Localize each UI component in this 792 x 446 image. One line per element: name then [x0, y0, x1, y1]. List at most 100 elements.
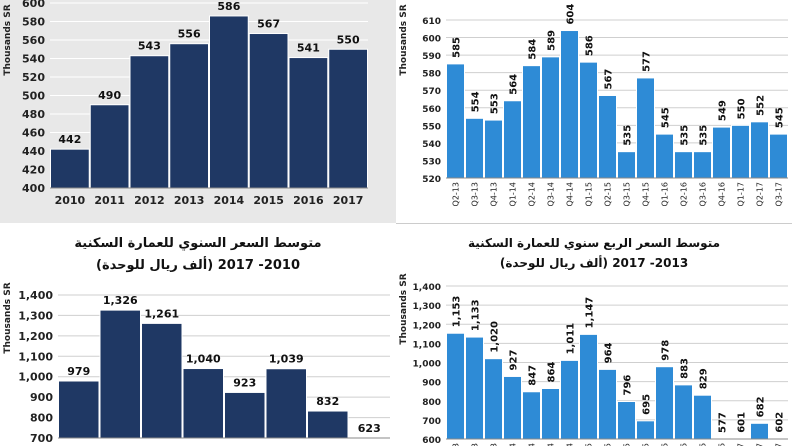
chart-annual-building: 700 800 900 1,000 1,100 1,200 1,300 1,400 Thousa…: [3, 282, 390, 446]
chart-title: متوسط السعر السنوي للعمارة السكنية: [74, 236, 322, 251]
y-tick-label: 580: [22, 16, 45, 29]
x-tick-label: Q3-17: [775, 443, 784, 446]
x-tick-label: Q4-14: [566, 182, 575, 206]
bar: [674, 151, 693, 179]
bar: [617, 151, 636, 179]
y-tick-label: 420: [22, 164, 45, 177]
x-tick-label: Q1-17: [737, 182, 746, 206]
y-tick-label: 700: [422, 417, 441, 427]
y-tick-label: 530: [422, 157, 441, 167]
x-tick-label: 2011: [94, 194, 125, 207]
bar: [522, 65, 541, 179]
data-label: 1,261: [144, 307, 179, 320]
bar: [541, 56, 560, 179]
data-label: 556: [178, 28, 201, 41]
y-tick-label: 800: [422, 398, 441, 408]
x-tick-label: 2015: [271, 444, 302, 446]
data-label: 535: [623, 125, 634, 146]
x-tick-label: 2011: [105, 444, 136, 446]
x-tick-label: 2016: [312, 444, 343, 446]
data-label: 1,133: [471, 299, 482, 331]
bar: [307, 410, 349, 439]
bar: [484, 358, 503, 440]
x-tick-label: Q1-14: [509, 443, 518, 446]
x-tick-label: Q3-13: [471, 182, 480, 206]
x-tick-label: Q3-13: [471, 443, 480, 446]
y-tick-label: 610: [422, 17, 441, 27]
y-tick-label: 520: [22, 71, 45, 84]
x-tick-label: 2017: [354, 444, 385, 446]
bar: [248, 33, 289, 189]
bar: [182, 368, 224, 439]
x-tick-label: Q4-16: [718, 182, 727, 206]
bar: [288, 57, 329, 189]
data-label: 978: [661, 340, 672, 361]
bar: [693, 151, 712, 179]
data-label: 864: [547, 362, 558, 383]
chart-subtitle: (ألف ريال للوحدة) 2010- 2017: [95, 258, 300, 273]
x-tick-label: Q3-15: [623, 182, 632, 206]
x-tick-label: Q1-17: [737, 443, 746, 446]
chart-panel-annual-building: متوسط السعر السنوي للعمارة السكنية (ألف …: [0, 223, 396, 446]
bar: [617, 401, 636, 440]
data-label: 490: [98, 89, 121, 102]
bar: [693, 394, 712, 440]
bar: [169, 43, 209, 189]
bar: [712, 126, 731, 179]
y-tick-label: 570: [422, 87, 441, 97]
data-label: 549: [718, 100, 729, 121]
data-label: 535: [680, 125, 691, 146]
y-tick-label: 600: [22, 0, 45, 10]
y-axis-label: Thousands SR: [3, 282, 13, 353]
data-label: 589: [547, 30, 558, 51]
y-tick-label: 560: [422, 105, 441, 115]
bar: [636, 77, 655, 179]
data-label: 584: [528, 39, 539, 60]
y-tick-label: 400: [22, 182, 45, 195]
y-tick-label: 1,100: [18, 350, 53, 363]
y-tick-label: 800: [30, 412, 53, 425]
y-tick-label: 540: [22, 53, 45, 66]
bar: [129, 55, 170, 189]
data-label: 695: [642, 394, 653, 415]
bar: [484, 119, 503, 179]
data-label: 829: [699, 368, 710, 389]
bar: [522, 391, 541, 440]
bar: [598, 368, 617, 440]
x-tick-label: Q3-15: [623, 443, 632, 446]
data-label: 550: [737, 98, 748, 119]
chart-annual-price: 400 420 440 460 480 500 520 540 560 580 600 Thousan…: [3, 0, 368, 207]
data-label: 585: [452, 37, 463, 58]
y-tick-label: 1,000: [18, 371, 53, 384]
y-tick-label: 600: [422, 436, 441, 446]
bar: [731, 124, 750, 179]
bar: [636, 420, 655, 440]
bar: [465, 336, 484, 440]
x-tick-label: 2012: [146, 444, 177, 446]
x-tick-label: Q1-15: [585, 182, 594, 206]
data-label: 567: [604, 69, 615, 90]
y-tick-label: 520: [422, 175, 441, 185]
x-tick-label: Q2-17: [756, 443, 765, 446]
chart-title: متوسط السعر الربع سنوي للعمارة السكنية: [467, 236, 721, 250]
data-label: 564: [509, 74, 520, 95]
x-tick-label: Q2-15: [604, 443, 613, 446]
data-label: 543: [138, 40, 161, 53]
bar: [58, 380, 100, 439]
y-tick-label: 480: [22, 108, 45, 121]
x-tick-label: Q2-14: [528, 443, 537, 446]
data-label: 602: [775, 412, 786, 433]
data-label: 577: [718, 412, 729, 433]
y-axis-label: Thousands SR: [399, 4, 409, 75]
bar: [224, 391, 266, 439]
y-axis-label: Thousands SR: [3, 4, 13, 75]
y-tick-label: 1,200: [413, 321, 441, 331]
data-label: 550: [337, 33, 360, 46]
data-label: 1,147: [585, 297, 596, 329]
y-tick-label: 1,300: [18, 309, 53, 322]
x-tick-label: Q3-14: [547, 443, 556, 446]
y-tick-label: 590: [422, 52, 441, 62]
x-tick-label: Q1-16: [661, 443, 670, 446]
bar: [769, 133, 788, 179]
data-label: 554: [471, 91, 482, 112]
